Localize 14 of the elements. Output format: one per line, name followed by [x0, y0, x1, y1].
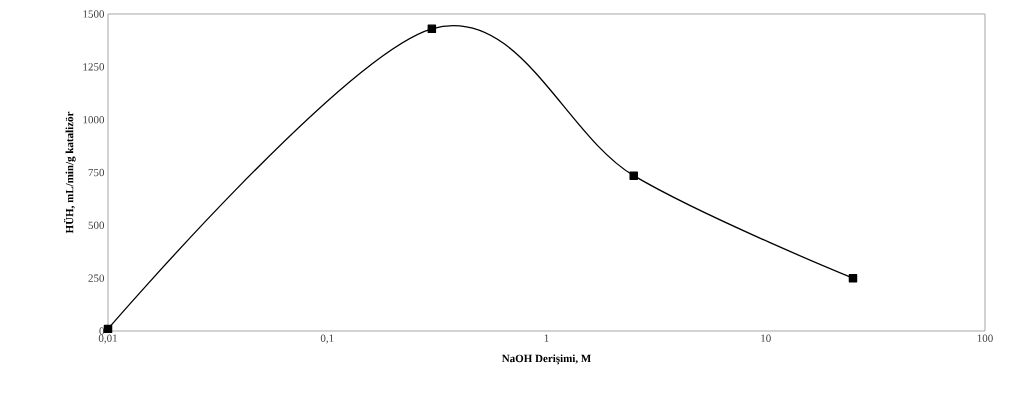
- y-tick-label: 500: [88, 221, 105, 230]
- y-tick-label: 1250: [83, 63, 105, 71]
- x-tick-label: 0,1: [320, 334, 334, 344]
- y-tick-label: 1500: [83, 10, 105, 18]
- y-tick-label: 250: [88, 274, 105, 282]
- x-axis-title: NaOH Derişimi, M: [501, 354, 591, 365]
- y-tick-label: 1000: [83, 115, 105, 124]
- y-tick-label: 750: [88, 168, 105, 177]
- y-tick-label: 0: [99, 327, 105, 335]
- x-tick-label: 0,01: [98, 334, 117, 344]
- x-tick-label: 10: [761, 334, 771, 342]
- x-tick-label: 100: [977, 334, 993, 342]
- y-axis-title: HÜH, mL/min/g katalizör: [64, 111, 76, 234]
- x-tick-label: 1: [544, 334, 549, 342]
